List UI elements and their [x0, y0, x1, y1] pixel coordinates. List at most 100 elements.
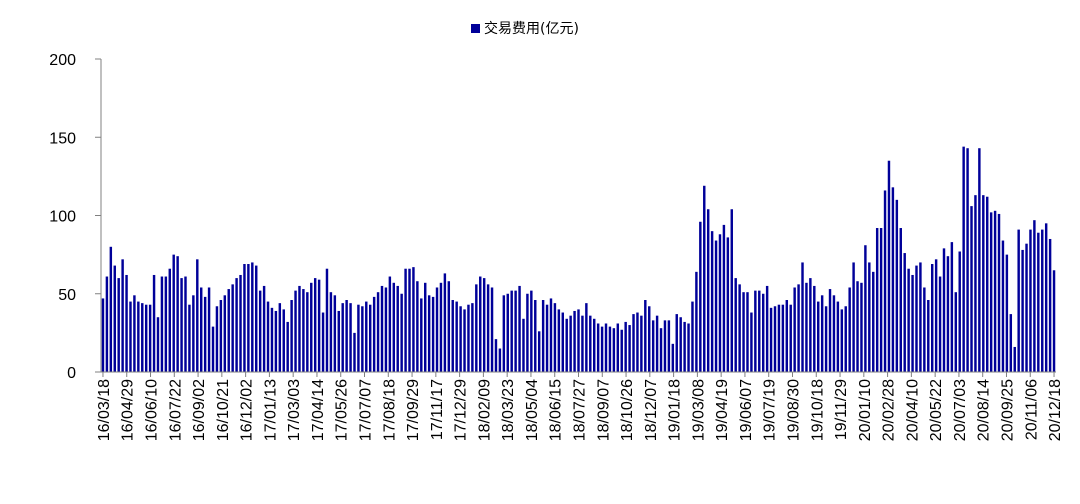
x-tick-label: 17/08/18 — [381, 379, 398, 441]
bar — [408, 268, 411, 372]
bar — [872, 271, 875, 372]
bar — [612, 328, 616, 372]
bar — [907, 268, 910, 372]
bar — [380, 285, 384, 372]
y-axis: 0 50 100 150 200 — [49, 52, 102, 382]
bar — [864, 245, 867, 372]
bar — [475, 284, 478, 372]
bar — [184, 276, 187, 372]
bar — [231, 284, 234, 372]
bar — [1041, 229, 1044, 372]
bar — [416, 281, 419, 372]
bar — [1029, 229, 1032, 372]
bar — [164, 276, 168, 372]
bar — [392, 282, 396, 372]
bar — [1005, 254, 1009, 373]
bar — [927, 300, 930, 372]
bar — [435, 287, 439, 372]
bar — [746, 292, 749, 372]
bar — [192, 295, 195, 372]
bar — [848, 287, 851, 372]
bar — [203, 296, 207, 372]
bar — [950, 242, 954, 372]
bar — [930, 264, 934, 372]
bar — [769, 307, 773, 372]
bar — [333, 295, 337, 372]
bar — [396, 285, 399, 372]
bar — [671, 343, 675, 372]
x-tick-label: 18/12/07 — [643, 379, 660, 441]
y-tick-label: 200 — [49, 52, 76, 69]
x-tick-label: 17/07/07 — [358, 379, 375, 441]
bar — [321, 312, 325, 372]
bar — [482, 278, 486, 372]
x-tick-label: 16/06/10 — [144, 379, 161, 441]
bar — [718, 234, 722, 372]
bar — [730, 209, 733, 372]
bar — [903, 253, 906, 372]
bar — [258, 290, 262, 372]
bar — [412, 267, 415, 372]
bar — [577, 309, 580, 372]
bar — [734, 278, 737, 372]
bar — [372, 296, 376, 372]
bar — [911, 274, 914, 372]
bar — [424, 282, 427, 372]
bar — [596, 323, 600, 372]
bar — [966, 148, 969, 372]
bar — [522, 318, 525, 372]
x-tick-label: 19/06/07 — [738, 379, 755, 441]
bar — [471, 303, 474, 372]
bar — [518, 285, 521, 372]
bar — [1033, 220, 1036, 372]
bar — [1044, 223, 1048, 372]
bar — [962, 146, 965, 372]
bar — [620, 329, 623, 372]
bar — [573, 310, 576, 372]
bar — [490, 287, 494, 372]
bar — [294, 290, 297, 372]
bar — [750, 312, 753, 372]
bar — [844, 306, 847, 372]
bar — [278, 303, 282, 372]
bar — [581, 315, 584, 372]
bar — [129, 301, 132, 372]
bar — [569, 315, 572, 372]
bar — [648, 306, 651, 372]
bar — [887, 160, 891, 372]
bar — [883, 190, 887, 372]
x-tick-label: 20/08/14 — [976, 379, 993, 441]
bar — [251, 262, 254, 372]
bar — [593, 318, 596, 372]
x-tick-label: 17/09/29 — [405, 379, 422, 441]
bar — [836, 301, 840, 372]
bar — [215, 306, 219, 372]
bar — [982, 195, 985, 372]
bar — [820, 295, 824, 372]
bar — [467, 304, 470, 372]
bar — [742, 292, 745, 372]
x-tick-label: 20/04/10 — [904, 379, 921, 441]
x-tick-label: 19/10/18 — [809, 379, 826, 441]
bar — [443, 273, 447, 372]
bar — [156, 317, 160, 372]
bar — [160, 276, 164, 372]
bar — [196, 259, 199, 372]
bar — [361, 306, 364, 372]
bar — [986, 196, 989, 372]
bar — [286, 321, 289, 372]
bar — [754, 290, 757, 372]
y-tick-label: 50 — [58, 287, 76, 304]
x-axis: 16/03/18 16/04/29 16/06/10 16/07/22 16/09/02… — [96, 371, 1064, 441]
bar — [640, 315, 643, 372]
x-tick-label: 16/09/02 — [191, 379, 208, 441]
bar — [636, 312, 639, 372]
bars — [101, 146, 1056, 373]
bar — [455, 301, 458, 372]
bar — [777, 304, 781, 372]
bar — [797, 284, 800, 372]
bar — [349, 303, 352, 372]
bar — [266, 301, 270, 372]
bar — [809, 278, 812, 372]
